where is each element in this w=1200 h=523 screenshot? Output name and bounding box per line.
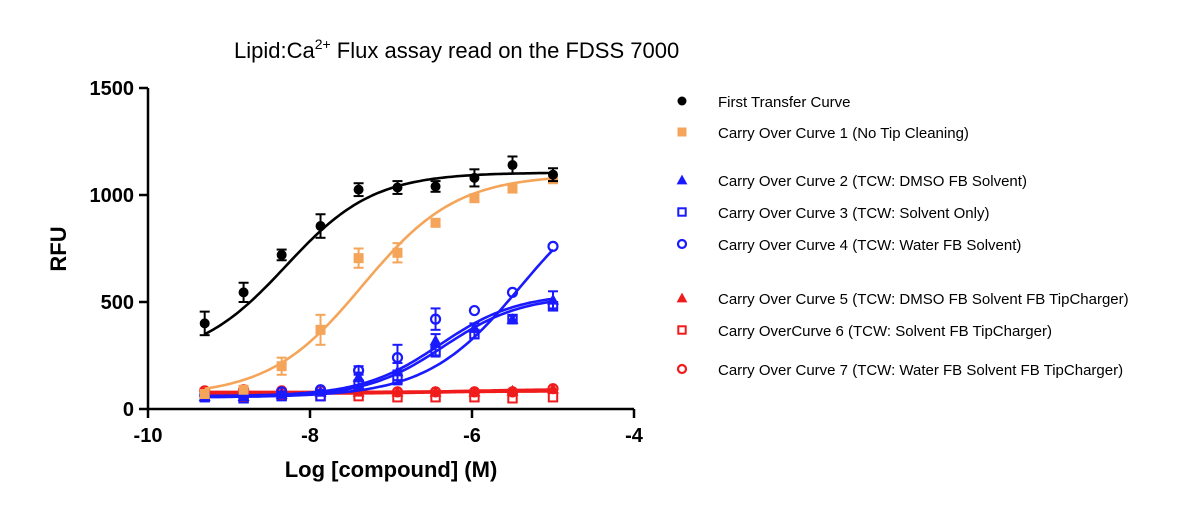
- y-axis-title: RFU: [46, 226, 71, 271]
- data-point: [392, 182, 403, 193]
- series-group: [199, 240, 559, 401]
- legend-label: Carry Over Curve 4 (TCW: Water FB Solven…: [718, 237, 1021, 254]
- data-point: [469, 172, 480, 183]
- data-point: [353, 379, 364, 390]
- data-point: [547, 383, 559, 395]
- data-point: [429, 313, 442, 325]
- data-point: [353, 364, 365, 377]
- fit-curve: [204, 300, 554, 399]
- data-point: [507, 160, 518, 171]
- series-group: [198, 290, 559, 401]
- data-point: [391, 352, 404, 364]
- fit-curve: [204, 171, 553, 336]
- data-point: [315, 324, 326, 335]
- legend-label: Carry Over Curve 7 (TCW: Water FB Solven…: [718, 362, 1123, 379]
- legend-marker: [677, 207, 687, 217]
- data-point: [199, 318, 210, 329]
- series-group: [199, 173, 558, 400]
- legend-marker: [677, 96, 687, 106]
- legend-item: Carry Over Curve 7 (TCW: Water FB Solven…: [676, 362, 1123, 379]
- legend-item: Carry Over Curve 2 (TCW: DMSO FB Solvent…: [676, 173, 1027, 190]
- data-point: [276, 249, 287, 260]
- legend-label: Carry Over Curve 2 (TCW: DMSO FB Solvent…: [718, 173, 1027, 190]
- x-tick-label: -10: [134, 425, 163, 447]
- fit-curve: [204, 389, 553, 394]
- series-group: [199, 155, 558, 337]
- legend-marker: [676, 238, 688, 250]
- data-point: [276, 361, 287, 372]
- legend-marker: [677, 325, 687, 335]
- data-point: [430, 346, 441, 357]
- fit-curve: [204, 248, 554, 399]
- x-axis-title: Log [compound] (M): [285, 457, 498, 482]
- legend: First Transfer Curve Carry Over Curve 1 (…: [676, 94, 1129, 379]
- data-point: [507, 313, 518, 325]
- legend-item: Carry Over Curve 3 (TCW: Solvent Only): [677, 205, 989, 222]
- x-tick-label: -8: [301, 425, 319, 447]
- data-point: [392, 247, 403, 258]
- data-point: [199, 389, 210, 400]
- data-point: [469, 193, 480, 204]
- data-point: [507, 183, 518, 194]
- legend-item: Carry OverCurve 6 (TCW: Solvent FB TipCh…: [677, 323, 1052, 340]
- chart-title: Lipid:Ca2+ Flux assay read on the FDSS 7…: [234, 36, 679, 63]
- legend-label: Carry Over Curve 5 (TCW: DMSO FB Solvent…: [718, 291, 1129, 308]
- data-point: [506, 386, 519, 398]
- x-tick-label: -4: [625, 425, 644, 447]
- data-point: [468, 386, 481, 398]
- legend-label: Carry Over Curve 3 (TCW: Solvent Only): [718, 205, 989, 222]
- legend-item: Carry Over Curve 5 (TCW: DMSO FB Solvent…: [676, 291, 1129, 308]
- legend-label: Carry Over Curve 1 (No Tip Cleaning): [718, 125, 969, 142]
- legend-marker: [677, 127, 687, 137]
- y-tick-label: 0: [123, 399, 134, 421]
- legend-item: Carry Over Curve 4 (TCW: Water FB Solven…: [676, 237, 1021, 254]
- data-point: [547, 240, 559, 252]
- legend-marker: [676, 363, 688, 375]
- legend-label: Carry OverCurve 6 (TCW: Solvent FB TipCh…: [718, 323, 1052, 340]
- data-point: [430, 217, 441, 228]
- data-point: [314, 384, 327, 396]
- data-point: [238, 287, 249, 298]
- data-point: [429, 386, 442, 398]
- data-point: [238, 384, 249, 395]
- data-point: [353, 184, 364, 195]
- legend-marker: [676, 174, 688, 185]
- y-tick-label: 500: [101, 292, 134, 314]
- data-point: [547, 392, 559, 403]
- data-point: [315, 390, 326, 402]
- data-point: [468, 304, 481, 317]
- data-point: [353, 253, 364, 264]
- data-point: [429, 334, 442, 346]
- chart-title-rest: Flux assay read on the FDSS 7000: [331, 38, 680, 63]
- legend-label: First Transfer Curve: [718, 94, 851, 111]
- data-point: [391, 386, 404, 398]
- data-point: [352, 370, 365, 382]
- data-point: [506, 286, 519, 298]
- y-tick-label: 1500: [90, 78, 135, 100]
- data-point: [547, 301, 559, 312]
- legend-item: First Transfer Curve: [677, 94, 851, 111]
- x-tick-label: -6: [463, 425, 481, 447]
- legend-item: Carry Over Curve 1 (No Tip Cleaning): [677, 125, 969, 142]
- legend-marker: [676, 292, 688, 303]
- data-point: [430, 181, 441, 192]
- y-axis-ticks: 0 500 1000 1500: [90, 78, 148, 421]
- data-point: [315, 221, 326, 232]
- plot-area: [198, 155, 559, 404]
- chart-title-main: Lipid:Ca: [234, 38, 315, 63]
- y-tick-label: 1000: [90, 185, 135, 207]
- data-point: [548, 169, 558, 180]
- chart-title-superscript: 2+: [315, 36, 331, 52]
- data-point: [276, 386, 288, 398]
- x-axis-ticks: -10 -8 -6 -4: [134, 409, 644, 447]
- fit-curve: [204, 177, 554, 391]
